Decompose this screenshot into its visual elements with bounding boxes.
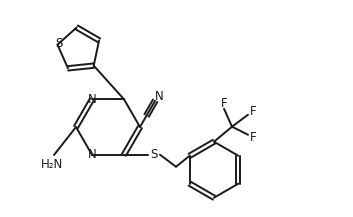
Text: F: F (250, 105, 256, 118)
Text: S: S (150, 148, 158, 161)
Text: H₂N: H₂N (41, 158, 63, 171)
Text: N: N (155, 90, 163, 102)
Text: N: N (88, 93, 96, 106)
Text: N: N (88, 148, 96, 161)
Text: F: F (221, 97, 227, 110)
Text: F: F (250, 131, 256, 144)
Text: S: S (55, 37, 62, 50)
